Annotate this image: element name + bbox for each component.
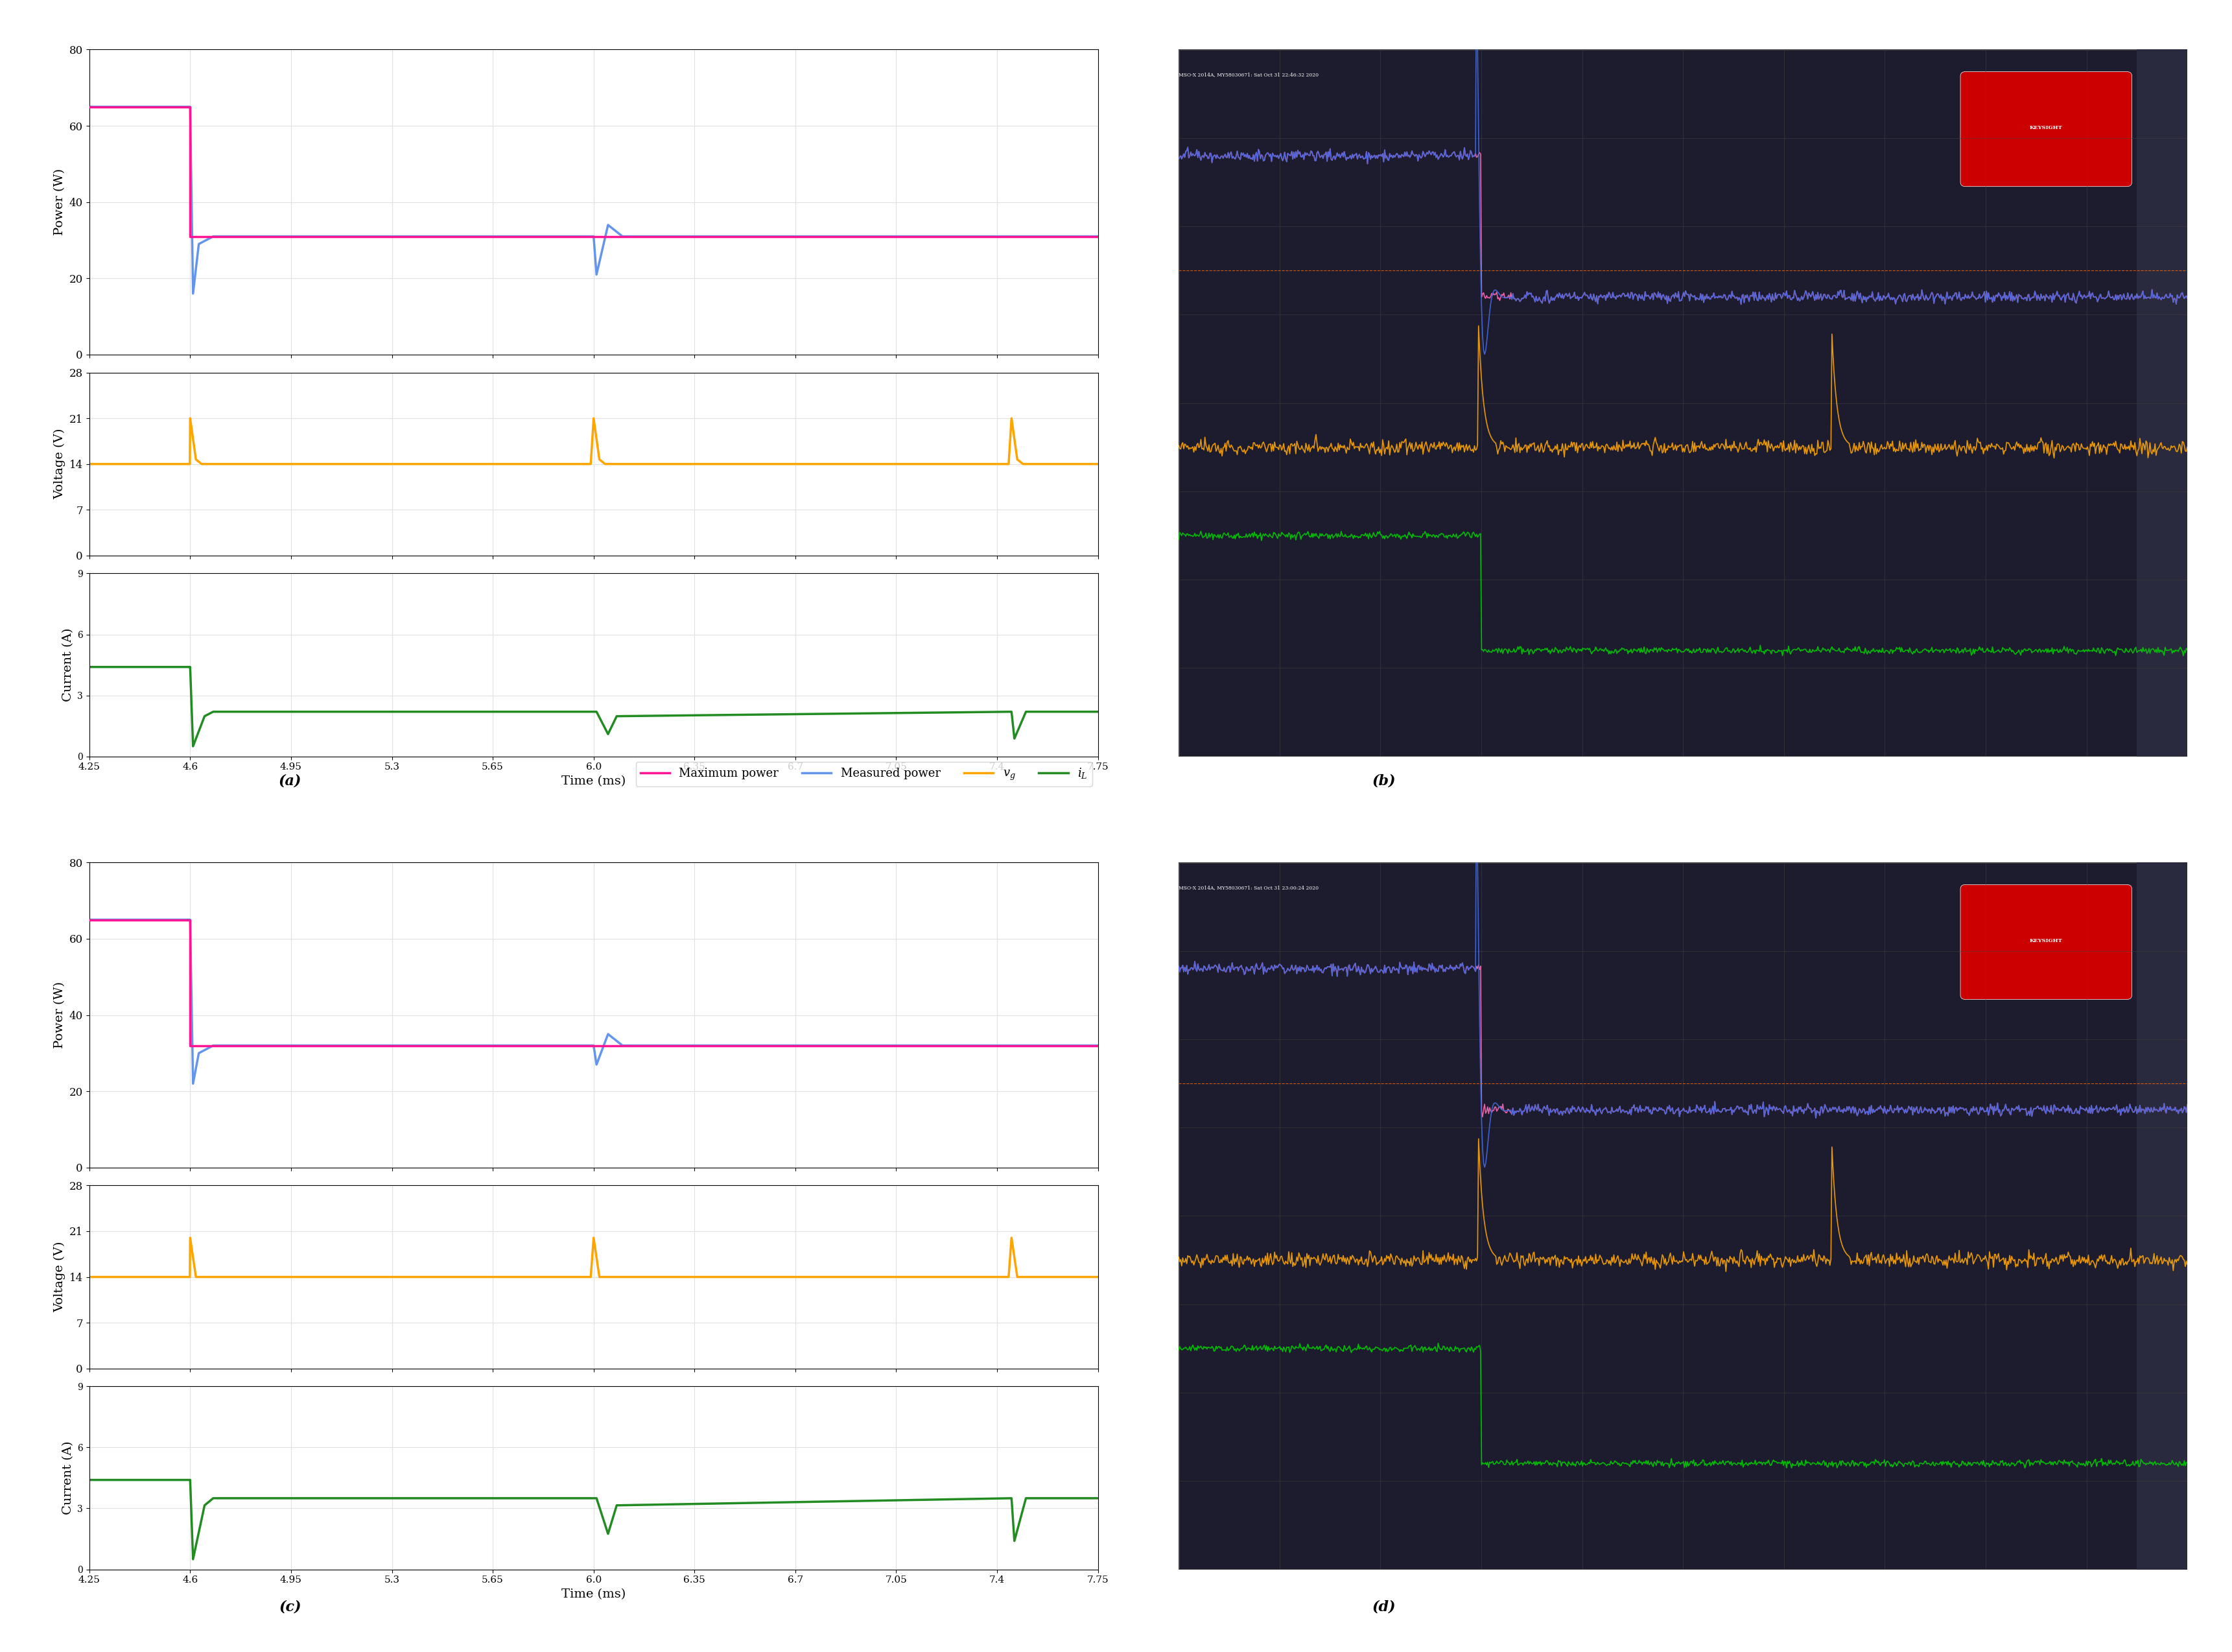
Text: KEYSIGHT: KEYSIGHT	[2029, 126, 2062, 131]
FancyBboxPatch shape	[2136, 862, 2187, 1569]
Text: MSO-X 2014A, MY58030671: Sat Oct 31 23:00:24 2020: MSO-X 2014A, MY58030671: Sat Oct 31 23:0…	[1178, 885, 1319, 890]
FancyBboxPatch shape	[1178, 50, 2187, 757]
Legend: Maximum power, Measured power, $v_g$, $i_L$: Maximum power, Measured power, $v_g$, $i…	[636, 762, 1091, 786]
Text: (a): (a)	[279, 773, 301, 788]
Y-axis label: Current (A): Current (A)	[62, 628, 74, 702]
FancyBboxPatch shape	[1960, 884, 2132, 999]
Y-axis label: Voltage (V): Voltage (V)	[54, 428, 65, 499]
FancyBboxPatch shape	[1960, 71, 2132, 187]
Text: 10:45 PM: 10:45 PM	[1683, 796, 1719, 801]
Text: MSO-X 2014A, MY58030671: Sat Oct 31 22:46:32 2020: MSO-X 2014A, MY58030671: Sat Oct 31 22:4…	[1178, 73, 1319, 78]
Y-axis label: Power (W): Power (W)	[54, 981, 65, 1049]
Y-axis label: Current (A): Current (A)	[62, 1441, 74, 1515]
Y-axis label: Voltage (V): Voltage (V)	[54, 1242, 65, 1312]
Text: KEYSIGHT: KEYSIGHT	[2029, 938, 2062, 943]
X-axis label: Time (ms): Time (ms)	[562, 775, 625, 786]
Text: (b): (b)	[1373, 773, 1395, 788]
Text: Oct 31, 2020: Oct 31, 2020	[1683, 1635, 1730, 1642]
FancyBboxPatch shape	[1178, 862, 2187, 1569]
X-axis label: Time (ms): Time (ms)	[562, 1588, 625, 1601]
Text: Oct 31, 2020: Oct 31, 2020	[1683, 823, 1730, 828]
FancyBboxPatch shape	[2136, 50, 2187, 757]
Text: +28.0000V: +28.0000V	[1683, 965, 1719, 970]
Text: (d): (d)	[1373, 1599, 1395, 1614]
Text: (c): (c)	[279, 1599, 301, 1614]
Y-axis label: Power (W): Power (W)	[54, 169, 65, 236]
Text: 10:59 PM: 10:59 PM	[1683, 1609, 1719, 1616]
